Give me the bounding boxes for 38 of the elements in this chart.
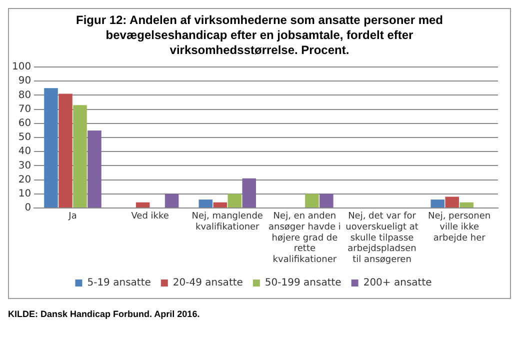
y-tick-label: 30 bbox=[18, 160, 32, 172]
bar bbox=[198, 200, 213, 208]
bar bbox=[164, 194, 179, 208]
y-tick-label: 70 bbox=[18, 104, 32, 115]
x-tick-label: Ja bbox=[68, 212, 77, 222]
bar bbox=[88, 130, 102, 208]
y-tick-label: 60 bbox=[18, 118, 32, 129]
y-tick-label: 90 bbox=[18, 76, 32, 87]
bar bbox=[430, 200, 444, 208]
bar bbox=[320, 194, 334, 208]
bar bbox=[213, 202, 228, 208]
y-tick-label: 10 bbox=[18, 188, 32, 200]
bar bbox=[460, 202, 474, 208]
bar bbox=[445, 196, 459, 208]
y-tick-label: 80 bbox=[18, 90, 32, 101]
y-tick-label: 40 bbox=[18, 146, 32, 158]
bar bbox=[58, 94, 72, 208]
y-tick-label: 100 bbox=[12, 62, 32, 73]
x-tick-label: Nej, en anden ansøger havde i højere grad de rette kvalifikationer bbox=[268, 212, 341, 265]
x-tick-label: Nej, manglende kvalifikationer bbox=[192, 212, 264, 233]
bar bbox=[44, 88, 58, 208]
bar bbox=[305, 194, 319, 208]
x-tick-label: Nej, det var for uoverskueligt at skulle tilpasse arbejdspladsen til ansøgeren bbox=[346, 212, 419, 265]
bar bbox=[228, 194, 242, 208]
legend-label: 5-19 ansatte bbox=[87, 278, 151, 289]
x-tick-label: Nej, personen ville ikke arbejde her bbox=[428, 212, 491, 244]
y-tick-label: 20 bbox=[18, 174, 32, 186]
text: KILDE: Dansk Handicap Forbund. April 2016. bbox=[8, 309, 201, 319]
legend-label: 200+ ansatte bbox=[363, 278, 432, 289]
chart-title: Figur 12: Andelen af virksomhederne som ansatte personer med bevægelseshandicap efter en jobsamtale, fordelt efter virksomhedsstørrelse. Procent. bbox=[75, 12, 444, 58]
bar bbox=[73, 105, 87, 208]
x-tick-label: Ved ikke bbox=[131, 212, 170, 222]
legend-label: 20-49 ansatte bbox=[172, 278, 243, 289]
y-tick-label: 0 bbox=[24, 202, 32, 214]
legend-label: 50-199 ansatte bbox=[264, 278, 342, 289]
y-tick-label: 50 bbox=[18, 132, 32, 144]
bar bbox=[136, 202, 150, 208]
bar bbox=[242, 178, 256, 208]
